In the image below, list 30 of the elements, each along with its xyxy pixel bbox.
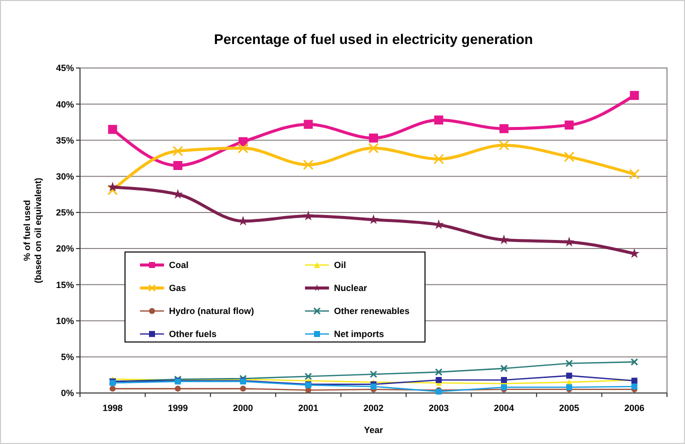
x-tick-label: 1998 — [102, 403, 123, 413]
legend-label: Coal — [169, 260, 189, 270]
legend-label: Other renewables — [334, 306, 410, 316]
x-tick-label: 2004 — [494, 403, 514, 413]
y-tick-label: 25% — [56, 208, 74, 218]
x-tick-label: 2003 — [428, 403, 449, 413]
x-tick-label: 2002 — [363, 403, 384, 413]
legend-label: Other fuels — [169, 329, 217, 340]
y-tick-label: 0% — [60, 388, 74, 398]
chart-title: Percentage of fuel used in electricity generation — [214, 31, 533, 47]
legend-label: Hydro (natural flow) — [169, 306, 254, 316]
x-tick-label: 2005 — [559, 403, 580, 413]
legend-label: Net imports — [334, 329, 384, 340]
y-tick-label: 45% — [56, 63, 74, 74]
y-tick-label: 5% — [60, 352, 74, 362]
y-tick-label: 20% — [56, 244, 74, 254]
y-axis-title: % of fuel used (based on oil equivalent) — [22, 178, 43, 284]
legend-label: Gas — [169, 283, 186, 294]
y-tick-label: 10% — [56, 316, 74, 326]
y-tick-label: 15% — [56, 280, 74, 290]
x-axis-title: Year — [364, 425, 384, 435]
legend-label: Oil — [334, 260, 346, 270]
y-tick-label: 30% — [56, 171, 74, 182]
x-tick-label: 2000 — [233, 403, 254, 413]
y-tick-label: 35% — [56, 135, 74, 146]
x-tick-label: 1999 — [168, 403, 188, 413]
x-tick-label: 2001 — [298, 403, 318, 413]
x-tick-label: 2006 — [624, 403, 644, 413]
legend-label: Nuclear — [334, 283, 368, 294]
y-tick-label: 40% — [56, 99, 74, 110]
